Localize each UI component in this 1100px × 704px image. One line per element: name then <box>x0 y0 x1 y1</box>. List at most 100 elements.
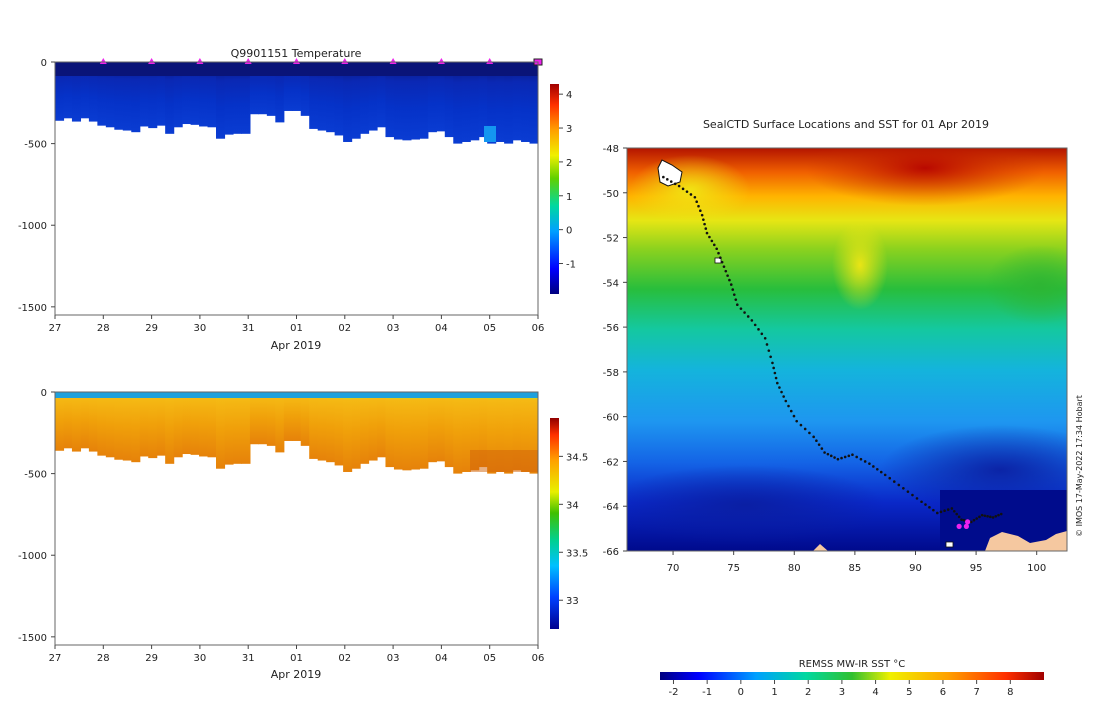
track-point <box>734 298 738 301</box>
track-point <box>812 435 815 439</box>
x-tick-label: 29 <box>145 653 158 664</box>
salinity-profile-column <box>266 392 276 446</box>
sst-colorbar-tick-label: 3 <box>839 687 845 698</box>
track-point <box>999 512 1003 516</box>
track-point <box>666 178 669 181</box>
temperature-profile-column <box>258 62 268 115</box>
track-point <box>765 343 769 346</box>
colorbar-tick-label: 1 <box>566 192 572 203</box>
y-tick-label: -1000 <box>18 221 47 232</box>
map-x-tick-label: 90 <box>909 563 922 574</box>
x-tick-label: 31 <box>242 323 255 334</box>
x-tick-label: 03 <box>387 323 400 334</box>
temperature-y-ticks: 0 -500 -1000 -1500 <box>18 58 55 314</box>
track-point <box>872 465 875 468</box>
temperature-profile-column <box>275 62 285 123</box>
sst-warm-patch <box>630 155 750 225</box>
salinity-profile-column <box>487 392 497 474</box>
temperature-profile-column <box>436 62 446 132</box>
temperature-profile-column <box>512 62 522 141</box>
sst-colorbar-tick-label: 8 <box>1007 687 1013 698</box>
track-point <box>760 332 764 336</box>
sst-colorbar-tick-label: 1 <box>771 687 777 698</box>
track-point <box>960 518 963 521</box>
track-point <box>771 361 774 365</box>
sst-green-patch <box>985 245 1067 325</box>
salinity-profile-column <box>216 392 226 469</box>
y-tick-label: -500 <box>24 140 47 151</box>
salinity-profile-column <box>283 392 293 441</box>
surface-marker <box>148 58 156 64</box>
salinity-panel: 27 28 29 30 31 01 02 03 04 05 06 0 -500 -1000 -1500 A… <box>18 388 588 681</box>
salinity-profile-column <box>444 392 454 468</box>
salinity-profile-column <box>529 392 538 474</box>
track-point <box>915 497 919 500</box>
temperature-profile-column <box>266 62 276 116</box>
temperature-profile-column <box>351 62 361 139</box>
colorbar-tick-label: 34.5 <box>566 452 588 463</box>
sst-colorbar-title: REMSS MW-IR SST °C <box>799 659 906 670</box>
salinity-profile-column <box>122 392 132 461</box>
track-point <box>983 514 987 518</box>
sst-y-ticks: -48 -50 -52 -54 -56 -58 -60 -62 -64 -66 <box>603 144 627 558</box>
sst-x-ticks: 70 75 80 85 90 95 100 <box>667 551 1046 574</box>
temperature-profile-column <box>241 62 251 134</box>
y-tick-label: -500 <box>24 470 47 481</box>
map-y-tick-label: -56 <box>603 323 619 334</box>
track-point <box>784 399 788 403</box>
salinity-profile-column <box>512 392 522 471</box>
temperature-profile-column <box>71 62 82 122</box>
track-point <box>715 247 718 251</box>
x-tick-label: 04 <box>435 323 448 334</box>
track-point <box>702 218 705 221</box>
salinity-profile-column <box>156 392 166 456</box>
temperature-profile-column <box>427 62 437 133</box>
y-tick-label: 0 <box>41 58 47 69</box>
track-point <box>778 386 781 389</box>
map-y-tick-label: -58 <box>603 368 619 379</box>
sst-colorbar <box>660 672 1044 680</box>
track-point <box>978 515 981 519</box>
y-tick-label: 0 <box>41 388 47 399</box>
x-tick-label: 27 <box>49 653 62 664</box>
track-point <box>851 453 854 457</box>
sst-colorbar-tick-label: 2 <box>805 687 811 698</box>
track-point <box>826 452 830 456</box>
salinity-profile-column <box>232 392 243 464</box>
salinity-profile-column <box>309 392 319 459</box>
sst-map-title: SealCTD Surface Locations and SST for 01… <box>703 118 989 131</box>
temperature-profile-column <box>326 62 336 133</box>
x-tick-label: 31 <box>242 653 255 664</box>
sst-warm-core <box>805 148 1045 206</box>
track-point <box>720 260 724 264</box>
salinity-profile-column <box>470 392 480 471</box>
temperature-profile-column <box>216 62 226 139</box>
track-point <box>808 431 811 435</box>
track-point <box>717 251 720 255</box>
track-point <box>820 447 824 450</box>
temperature-profile-column <box>88 62 98 122</box>
temperature-profile-column <box>190 62 200 125</box>
sst-warm-tongue <box>832 220 888 310</box>
temperature-profile-column <box>148 62 158 129</box>
temperature-profile-column <box>224 62 234 135</box>
x-tick-label: 05 <box>483 323 496 334</box>
map-y-tick-label: -62 <box>603 457 619 468</box>
map-y-tick-label: -64 <box>603 502 619 513</box>
salinity-profile-column <box>427 392 437 463</box>
map-y-tick-label: -54 <box>603 278 619 289</box>
salinity-profile-column <box>461 392 471 472</box>
temperature-profile-column <box>444 62 454 138</box>
salinity-profile-column <box>360 392 370 464</box>
track-point <box>879 470 883 474</box>
track-point <box>991 516 995 519</box>
temperature-profile-column <box>393 62 404 140</box>
x-tick-label: 02 <box>338 653 351 664</box>
temperature-profile-column <box>360 62 370 134</box>
temperature-profile-column <box>309 62 319 129</box>
track-point <box>817 443 821 446</box>
track-point <box>969 520 973 524</box>
temperature-xlabel: Apr 2019 <box>271 339 322 352</box>
salinity-profile-column <box>419 392 429 469</box>
